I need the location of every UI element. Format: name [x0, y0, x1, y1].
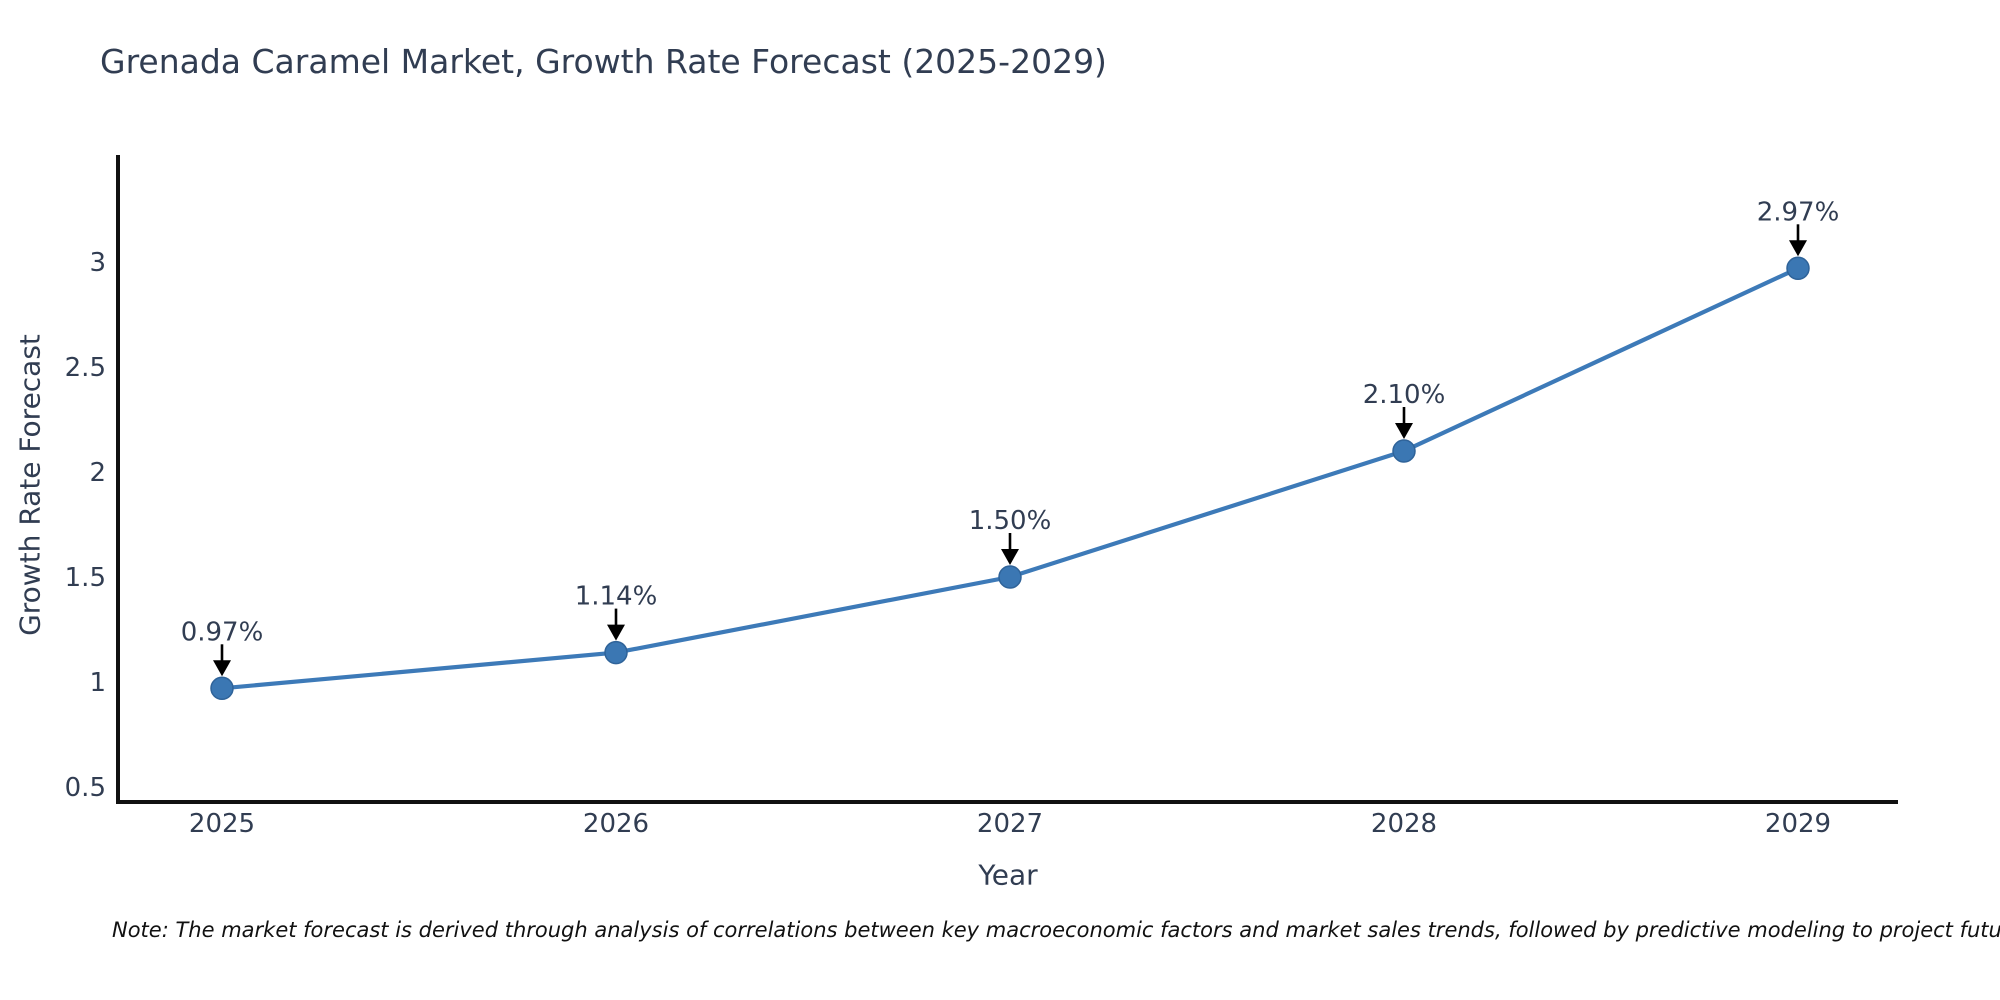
y-axis-label: Growth Rate Forecast [13, 334, 47, 636]
annotation-arrow-head [607, 624, 625, 641]
y-tick-label: 0.5 [65, 773, 106, 803]
data-point-marker [1392, 439, 1416, 463]
data-point-marker [1786, 256, 1810, 281]
x-tick-label: 2028 [1371, 809, 1437, 839]
footnote: Note: The market forecast is derived thr… [112, 918, 2000, 942]
y-tick-label: 1 [89, 668, 106, 698]
x-tick-label: 2029 [1765, 809, 1831, 839]
data-point-marker [998, 565, 1022, 589]
annotation-arrow-head [1789, 240, 1807, 257]
data-point-label: 1.14% [575, 582, 658, 612]
data-point-label: 2.97% [1757, 197, 1840, 227]
y-tick-label: 2.5 [65, 353, 106, 383]
forecast-line [219, 266, 1801, 691]
annotation-arrow-head [1395, 423, 1413, 439]
data-point-marker [604, 640, 628, 665]
chart-title: Grenada Caramel Market, Growth Rate Fore… [100, 42, 1107, 81]
x-axis-label: Year [978, 858, 1038, 892]
x-tick-label: 2027 [977, 809, 1043, 839]
y-tick-label: 1.5 [65, 563, 106, 593]
y-tick-label: 2 [89, 458, 106, 488]
data-point-label: 2.10% [1363, 380, 1446, 410]
annotation-arrow-head [1001, 549, 1019, 565]
y-tick-label: 3 [89, 248, 106, 278]
data-point-marker [210, 676, 234, 701]
data-point-label: 0.97% [181, 617, 264, 647]
x-tick-label: 2026 [583, 809, 649, 839]
data-point-label: 1.50% [969, 506, 1052, 536]
annotation-arrow-head [213, 660, 231, 677]
x-tick-label: 2025 [189, 809, 255, 839]
